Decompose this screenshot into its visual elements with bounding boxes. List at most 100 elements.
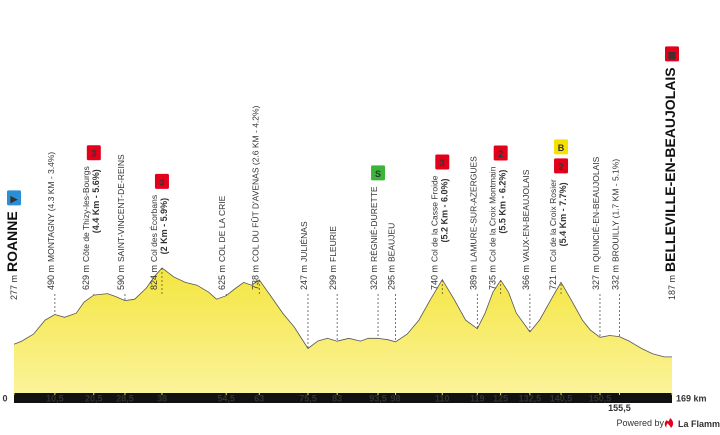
- waypoint-altitude: 738 m: [250, 265, 260, 290]
- x-tick-label: 54,5: [217, 394, 235, 404]
- x-tick-label: 83: [332, 394, 342, 404]
- waypoint-altitude: 389 m: [468, 265, 478, 290]
- waypoint-name: MONTAGNY (4.3 KM - 3.4%): [46, 152, 56, 262]
- waypoint-name: BROUILLY (1.7 KM - 5.1%): [610, 159, 620, 262]
- waypoint-name: COL DU FÛT D'AVENAS (2.6 KM - 4.2%): [250, 105, 260, 262]
- waypoint-name: VAUX-EN-BEAUJOLAIS: [521, 169, 531, 262]
- badge: [7, 190, 21, 206]
- x-tick-label: 98: [391, 394, 401, 404]
- waypoint-detail: (5.4 Km - 7.7%): [558, 182, 568, 246]
- badge: [665, 46, 679, 62]
- x-tick-label: 28,5: [116, 394, 134, 404]
- waypoint-label: 735 m Col de la Croix Montmain: [488, 166, 498, 290]
- waypoint-label: 277 m ROANNE: [4, 211, 20, 300]
- brand: La FlammeRouge: [678, 419, 720, 429]
- x-tick-label: 63: [254, 394, 264, 404]
- badge: [435, 154, 450, 170]
- badge-label: 2: [559, 162, 564, 172]
- x-tick-label: 119: [470, 394, 485, 404]
- badge: [554, 158, 569, 174]
- waypoint-name: BELLEVILLE-EN-BEAUJOLAIS: [662, 67, 678, 272]
- badge-label: B: [558, 143, 565, 153]
- waypoint-label: 320 m RÉGNIÉ-DURETTE: [369, 186, 379, 290]
- waypoint-detail: (5.2 Km - 6.0%): [439, 179, 449, 243]
- waypoint-altitude: 366 m: [521, 265, 531, 290]
- x-tick-label: 125: [493, 394, 508, 404]
- waypoint-label: 327 m QUINCIÉ-EN-BEAUJOLAIS: [591, 156, 601, 290]
- x-tick-label: 150,5: [589, 394, 612, 404]
- x-tick-label: 75,5: [299, 394, 317, 404]
- waypoint-label: 366 m VAUX-EN-BEAUJOLAIS: [521, 169, 531, 290]
- waypoint-altitude: 740 m: [429, 265, 439, 290]
- waypoint-altitude: 590 m: [116, 265, 126, 290]
- waypoint-altitude: 295 m: [387, 265, 397, 290]
- waypoint-name: QUINCIÉ-EN-BEAUJOLAIS: [591, 156, 601, 262]
- x-tick-label: 20,5: [85, 394, 103, 404]
- waypoint-label: 590 m SAINT-VINCENT-DE-REINS: [116, 154, 126, 290]
- distance-bar: [14, 393, 672, 403]
- badge: [554, 139, 569, 155]
- waypoint-label: 187 m BELLEVILLE-EN-BEAUJOLAIS: [662, 67, 678, 300]
- waypoint-name: Côte de Thizy-les-Bourgs: [81, 166, 91, 262]
- waypoint-label: 629 m Côte de Thizy-les-Bourgs: [81, 166, 91, 290]
- waypoint-altitude: 332 m: [610, 265, 620, 290]
- waypoint-detail: (5.5 Km - 6.2%): [498, 170, 508, 234]
- badge-label: ▶: [10, 194, 19, 204]
- waypoint-label: 295 m BEAUJEU: [387, 223, 397, 290]
- profile-area: [14, 267, 672, 393]
- badge: [493, 145, 508, 161]
- waypoint-altitude: 277 m: [9, 275, 19, 300]
- waypoint-altitude: 735 m: [488, 265, 498, 290]
- brand-logo: [664, 418, 674, 428]
- x-tick-label: 0: [2, 394, 7, 404]
- profile-line: [13, 267, 672, 358]
- waypoint-name: BEAUJEU: [387, 223, 397, 262]
- waypoint-name: Col de la Croix Montmain: [488, 166, 498, 262]
- waypoint-name: Col des Écorbans: [149, 195, 159, 262]
- waypoint-name: JULIÉNAS: [299, 221, 309, 262]
- badge-label: 2: [498, 149, 503, 159]
- waypoint-altitude: 625 m: [217, 265, 227, 290]
- waypoint-label: 824 m Col des Écorbans: [149, 195, 159, 290]
- x-tick-label: 38: [157, 394, 167, 404]
- waypoint-label: 332 m BROUILLY (1.7 KM - 5.1%): [610, 159, 620, 290]
- waypoint-name: ROANNE: [4, 211, 20, 272]
- waypoint-name: FLEURIE: [328, 226, 338, 262]
- waypoint-altitude: 824 m: [149, 265, 159, 290]
- x-tick-label: 110: [435, 394, 450, 404]
- waypoint-detail: (4.4 Km - 5.6%): [91, 169, 101, 233]
- waypoint-altitude: 721 m: [548, 265, 558, 290]
- badge-label: 3: [440, 158, 445, 168]
- badge-label: ▦: [668, 50, 677, 60]
- badge: [154, 173, 169, 189]
- x-tick-label: 155,5: [608, 403, 631, 413]
- waypoint-name: RÉGNIÉ-DURETTE: [369, 186, 379, 262]
- waypoint-label: 299 m FLEURIE: [328, 226, 338, 290]
- badge-label: S: [375, 169, 381, 179]
- waypoint-label: 625 m COL DE LA CRIE: [217, 195, 227, 290]
- waypoint-label: 721 m Col de la Croix Rosier: [548, 179, 558, 290]
- badge-label: 3: [91, 149, 96, 159]
- waypoint-altitude: 187 m: [667, 275, 677, 300]
- waypoint-detail: (2 Km - 5.9%): [159, 198, 169, 255]
- badge: [371, 165, 386, 181]
- x-tick-label: 93,5: [369, 394, 387, 404]
- waypoint-altitude: 247 m: [299, 265, 309, 290]
- powered-by: Powered by: [616, 418, 664, 428]
- waypoint-altitude: 629 m: [81, 265, 91, 290]
- waypoint-name: Col de la Croix Rosier: [548, 179, 558, 262]
- x-tick-label: 169 km: [676, 394, 707, 404]
- waypoint-label: 389 m LAMURE-SUR-AZERGUES: [468, 156, 478, 290]
- waypoint-label: 247 m JULIÉNAS: [299, 221, 309, 290]
- waypoint-name: Col de la Casse Froide: [429, 175, 439, 262]
- waypoint-name: SAINT-VINCENT-DE-REINS: [116, 154, 126, 262]
- badge-label: 3: [159, 177, 164, 187]
- waypoint-altitude: 327 m: [591, 265, 601, 290]
- waypoint-label: 490 m MONTAGNY (4.3 KM - 3.4%): [46, 152, 56, 290]
- waypoint-name: COL DE LA CRIE: [217, 195, 227, 262]
- waypoint-altitude: 299 m: [328, 265, 338, 290]
- x-tick-label: 10,5: [46, 394, 64, 404]
- waypoint-label: 738 m COL DU FÛT D'AVENAS (2.6 KM - 4.2%): [250, 105, 260, 290]
- badge: [86, 145, 101, 161]
- waypoint-altitude: 490 m: [46, 265, 56, 290]
